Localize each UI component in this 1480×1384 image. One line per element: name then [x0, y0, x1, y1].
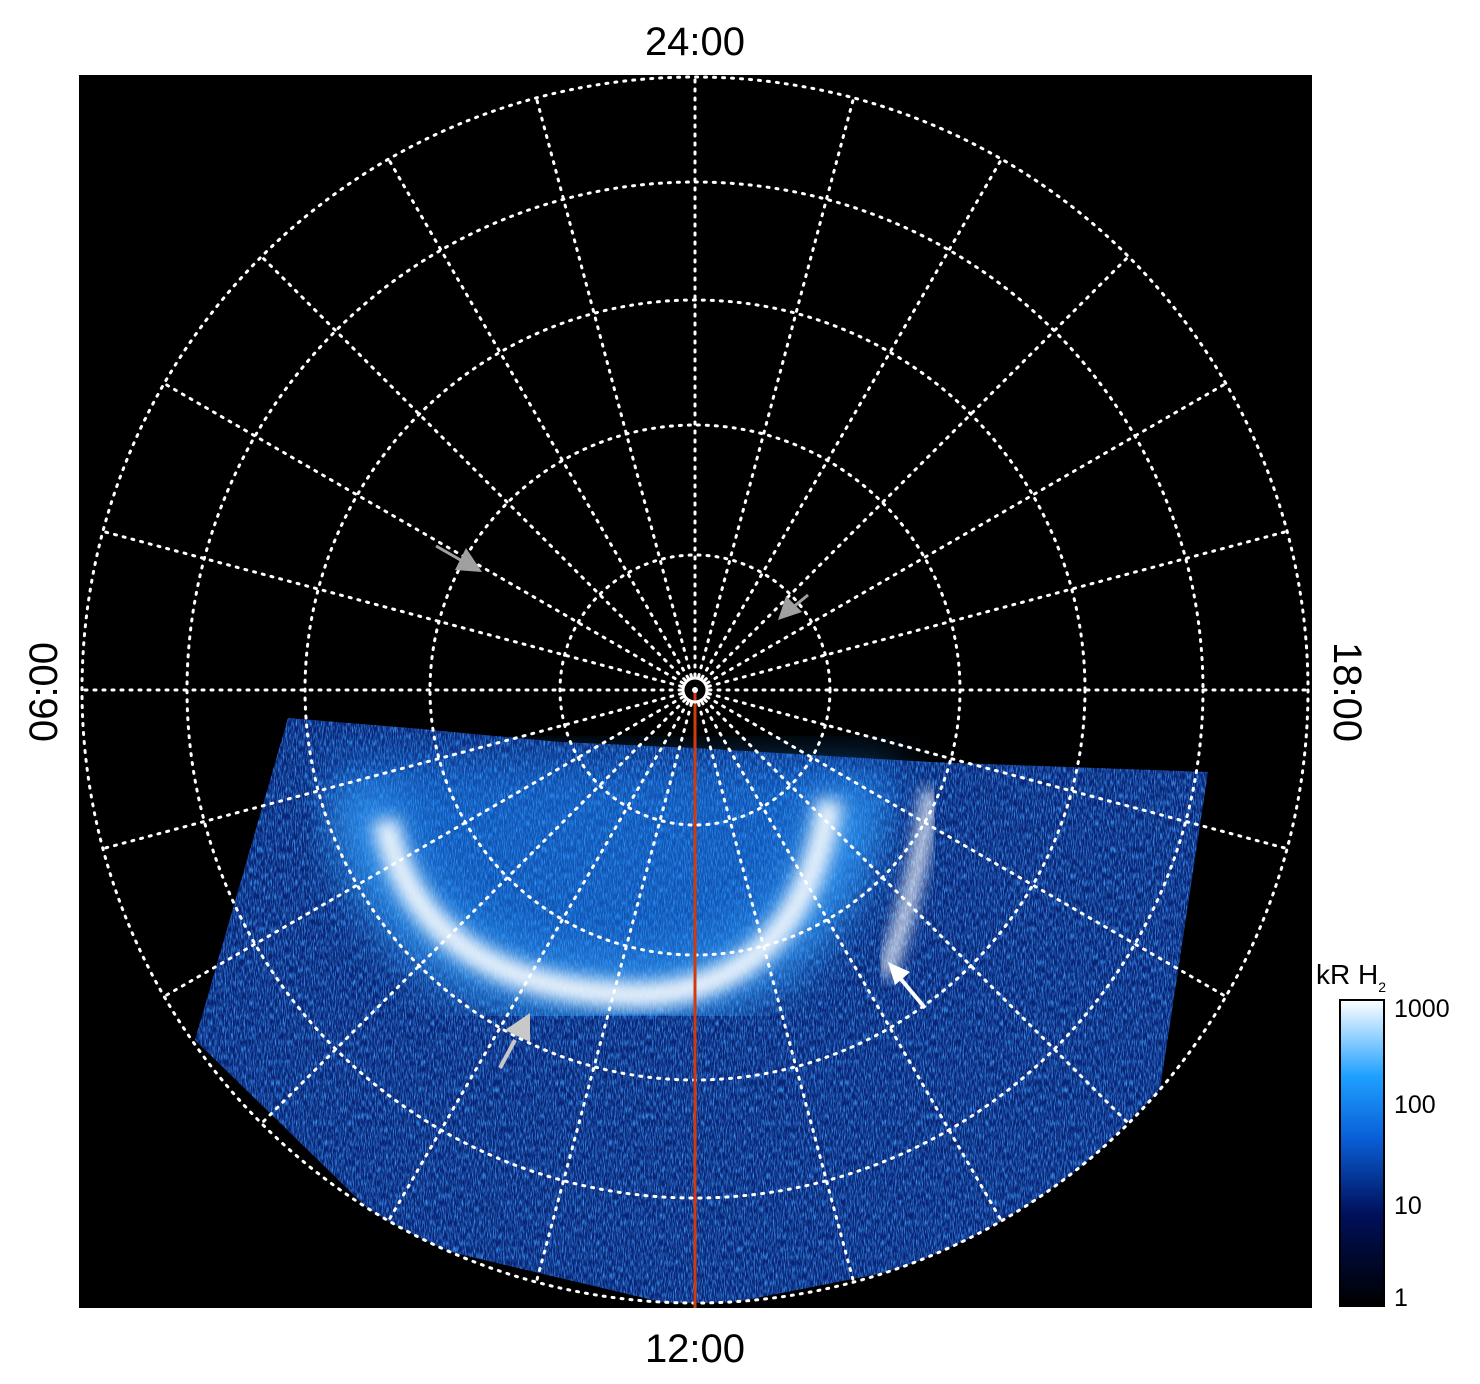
- local-time-meridian: [700, 157, 1003, 680]
- colorbar-tick-10: 10: [1394, 1192, 1422, 1220]
- local-time-meridian: [162, 382, 685, 685]
- label-18: 18:00: [1325, 642, 1369, 742]
- annotation-arrows: [435, 544, 927, 1069]
- pole-dot: [692, 687, 698, 693]
- arrow-icon: [435, 544, 482, 572]
- colorbar: kR H2 1000 100 10 1: [1316, 959, 1450, 1312]
- aurora-emission: [195, 718, 1208, 1303]
- local-time-meridian: [705, 695, 1228, 998]
- local-time-meridian: [703, 255, 1130, 682]
- local-time-meridian: [260, 255, 687, 682]
- local-time-meridian: [101, 529, 683, 688]
- colorbar-title: kR H2: [1316, 959, 1386, 995]
- pole-marker: [681, 676, 709, 704]
- local-time-meridian: [162, 695, 685, 998]
- local-time-meridian: [387, 700, 690, 1223]
- label-06: 06:00: [22, 642, 66, 742]
- local-time-meridian: [101, 692, 683, 851]
- colorbar-tick-100: 100: [1394, 1091, 1436, 1119]
- local-time-meridian: [697, 96, 856, 678]
- colorbar-tick-1: 1: [1394, 1284, 1408, 1312]
- local-time-meridian: [707, 692, 1289, 851]
- label-24: 24:00: [645, 20, 745, 64]
- local-time-meridian: [534, 96, 693, 678]
- local-time-meridian: [707, 529, 1289, 688]
- local-time-meridian: [700, 700, 1003, 1223]
- local-time-meridian: [697, 702, 856, 1284]
- arrow-icon: [498, 1013, 530, 1069]
- arrow-icon: [778, 593, 809, 620]
- local-time-meridian: [703, 698, 1130, 1125]
- colorbar-tick-1000: 1000: [1394, 995, 1450, 1023]
- local-time-meridian: [534, 702, 693, 1284]
- local-time-meridian: [705, 382, 1228, 685]
- arrow-icon: [888, 962, 927, 1010]
- local-time-meridian: [260, 698, 687, 1125]
- colorbar-gradient: [1339, 999, 1385, 1307]
- label-12: 12:00: [645, 1327, 745, 1371]
- local-time-meridian: [387, 157, 690, 680]
- latitude-circle: [558, 553, 832, 827]
